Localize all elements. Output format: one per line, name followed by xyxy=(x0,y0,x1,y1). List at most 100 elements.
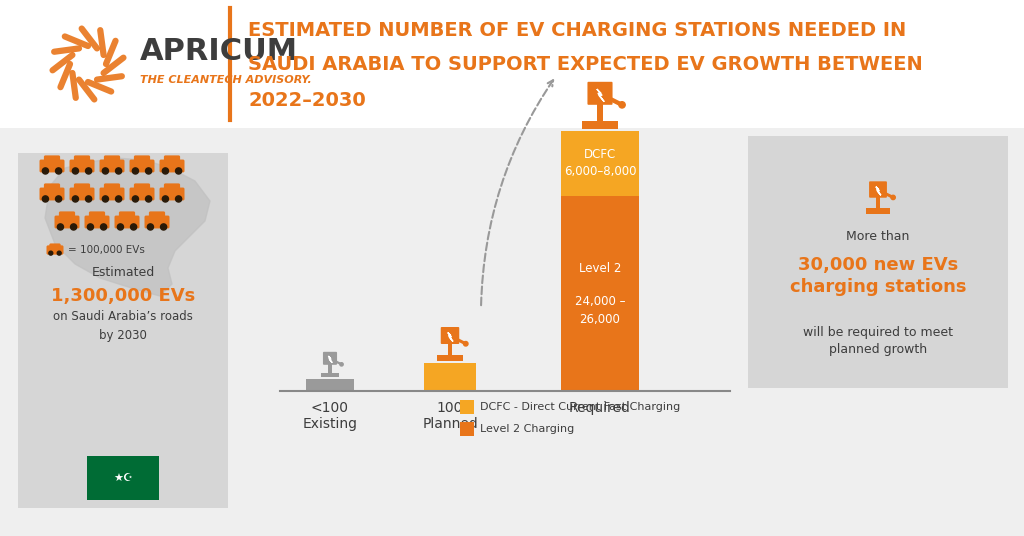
Text: will be required to meet
planned growth: will be required to meet planned growth xyxy=(803,326,953,356)
Circle shape xyxy=(116,196,122,202)
Text: <100: <100 xyxy=(311,401,349,415)
Circle shape xyxy=(57,251,61,255)
FancyBboxPatch shape xyxy=(103,183,120,192)
FancyBboxPatch shape xyxy=(129,188,155,200)
Polygon shape xyxy=(597,89,604,102)
FancyBboxPatch shape xyxy=(89,211,105,220)
FancyBboxPatch shape xyxy=(588,82,612,105)
FancyBboxPatch shape xyxy=(144,215,170,228)
Bar xyxy=(18,153,228,508)
FancyBboxPatch shape xyxy=(70,160,94,173)
Bar xyxy=(748,136,1008,388)
Circle shape xyxy=(42,168,48,174)
Circle shape xyxy=(340,363,343,366)
Text: Level 2 Charging: Level 2 Charging xyxy=(480,424,574,434)
Polygon shape xyxy=(45,158,210,296)
Bar xyxy=(597,89,603,121)
Circle shape xyxy=(100,224,106,230)
FancyBboxPatch shape xyxy=(74,155,90,165)
Circle shape xyxy=(147,224,154,230)
Bar xyxy=(561,196,639,391)
Polygon shape xyxy=(329,356,332,363)
Bar xyxy=(865,209,890,214)
Polygon shape xyxy=(876,187,881,195)
Bar xyxy=(437,355,463,361)
Circle shape xyxy=(102,168,109,174)
Circle shape xyxy=(161,224,167,230)
Bar xyxy=(329,356,332,373)
Circle shape xyxy=(132,196,138,202)
Text: on Saudi Arabia’s roads
by 2030: on Saudi Arabia’s roads by 2030 xyxy=(53,310,193,341)
Circle shape xyxy=(57,224,63,230)
Text: Estimated: Estimated xyxy=(91,266,155,279)
Bar xyxy=(561,131,639,196)
Circle shape xyxy=(464,341,468,346)
FancyBboxPatch shape xyxy=(49,243,60,250)
Text: DCFC
6,000–8,000: DCFC 6,000–8,000 xyxy=(564,148,636,178)
FancyBboxPatch shape xyxy=(103,155,120,165)
FancyBboxPatch shape xyxy=(323,352,337,365)
Bar xyxy=(321,373,339,377)
Circle shape xyxy=(163,196,169,202)
FancyBboxPatch shape xyxy=(59,211,75,220)
Circle shape xyxy=(49,251,53,255)
Text: 100: 100 xyxy=(437,401,463,415)
Circle shape xyxy=(42,196,48,202)
Circle shape xyxy=(132,168,138,174)
FancyBboxPatch shape xyxy=(160,188,184,200)
Circle shape xyxy=(175,168,181,174)
Circle shape xyxy=(130,224,136,230)
Text: 2022–2030: 2022–2030 xyxy=(248,91,366,109)
Bar xyxy=(876,187,881,209)
FancyBboxPatch shape xyxy=(99,188,125,200)
Circle shape xyxy=(55,196,61,202)
Bar xyxy=(460,400,474,414)
Bar xyxy=(447,332,453,355)
FancyBboxPatch shape xyxy=(148,211,165,220)
Text: 30,000 new EVs
charging stations: 30,000 new EVs charging stations xyxy=(790,256,967,296)
Text: ESTIMATED NUMBER OF EV CHARGING STATIONS NEEDED IN: ESTIMATED NUMBER OF EV CHARGING STATIONS… xyxy=(248,20,906,40)
FancyBboxPatch shape xyxy=(44,183,60,192)
Circle shape xyxy=(55,168,61,174)
FancyBboxPatch shape xyxy=(115,215,139,228)
FancyBboxPatch shape xyxy=(54,215,80,228)
Circle shape xyxy=(163,168,169,174)
Text: APRICUM: APRICUM xyxy=(140,38,298,66)
FancyBboxPatch shape xyxy=(164,183,180,192)
FancyBboxPatch shape xyxy=(85,215,110,228)
Circle shape xyxy=(618,102,626,108)
Circle shape xyxy=(73,168,79,174)
Circle shape xyxy=(145,196,152,202)
FancyBboxPatch shape xyxy=(70,188,94,200)
Text: DCFC - Direct Current Fast Charging: DCFC - Direct Current Fast Charging xyxy=(480,402,680,412)
Bar xyxy=(306,379,354,391)
Circle shape xyxy=(73,196,79,202)
Circle shape xyxy=(87,224,93,230)
Circle shape xyxy=(71,224,77,230)
FancyBboxPatch shape xyxy=(44,155,60,165)
Circle shape xyxy=(86,168,92,174)
Circle shape xyxy=(86,196,92,202)
Circle shape xyxy=(175,196,181,202)
Bar xyxy=(424,363,476,391)
FancyBboxPatch shape xyxy=(160,160,184,173)
FancyBboxPatch shape xyxy=(46,245,63,255)
Text: More than: More than xyxy=(846,229,909,242)
FancyBboxPatch shape xyxy=(440,327,459,344)
Bar xyxy=(583,121,617,129)
Text: ★☪: ★☪ xyxy=(113,473,133,483)
FancyBboxPatch shape xyxy=(40,188,65,200)
Text: Planned: Planned xyxy=(422,417,478,431)
Text: Existing: Existing xyxy=(302,417,357,431)
FancyBboxPatch shape xyxy=(164,155,180,165)
Bar xyxy=(0,0,1024,128)
FancyBboxPatch shape xyxy=(869,181,887,198)
FancyBboxPatch shape xyxy=(134,183,151,192)
Text: SAUDI ARABIA TO SUPPORT EXPECTED EV GROWTH BETWEEN: SAUDI ARABIA TO SUPPORT EXPECTED EV GROW… xyxy=(248,56,923,75)
Circle shape xyxy=(118,224,124,230)
Circle shape xyxy=(116,168,122,174)
Circle shape xyxy=(102,196,109,202)
FancyBboxPatch shape xyxy=(40,160,65,173)
Text: 1,300,000 EVs: 1,300,000 EVs xyxy=(51,287,196,305)
FancyBboxPatch shape xyxy=(129,160,155,173)
